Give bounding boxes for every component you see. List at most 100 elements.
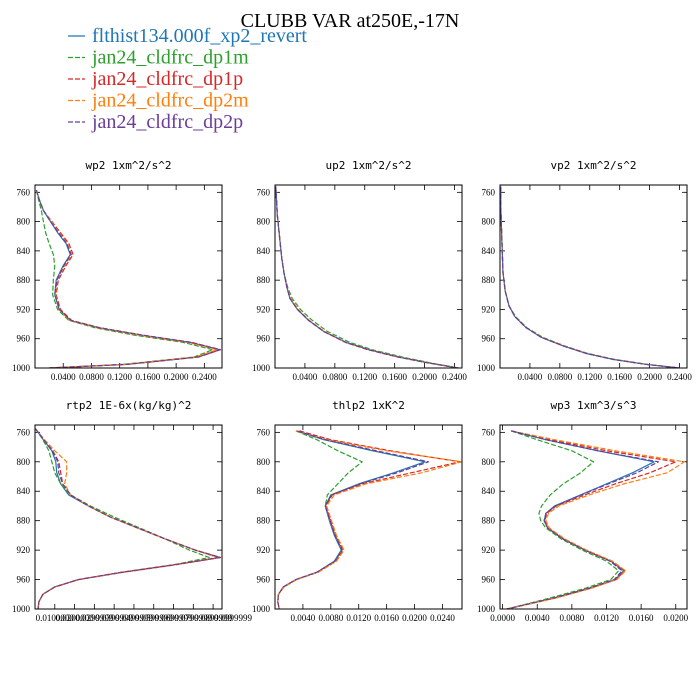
y-tick-label: 920 bbox=[257, 304, 271, 314]
series-line bbox=[35, 189, 214, 368]
panel-4: rtp2 1E-6x(kg/kg)^2 760 800 840 880 920 960 100… bbox=[12, 399, 253, 623]
x-tick-label: 0.2000 bbox=[637, 372, 662, 382]
x-tick-label: 0.1600 bbox=[382, 372, 407, 382]
y-tick-label: 960 bbox=[257, 334, 271, 344]
y-tick-label: 760 bbox=[257, 187, 271, 197]
x-tick-label: 0.0040 bbox=[525, 613, 550, 623]
plot-frame bbox=[499, 424, 688, 610]
x-tick-label: 0.1200 bbox=[107, 372, 132, 382]
panels: wp2 1xm^2/s^2 760 800 840 880 920 960 1000 0.040… bbox=[12, 159, 692, 623]
legend-entry: jan24_cldfrc_dp1p bbox=[68, 68, 243, 90]
legend-entry: jan24_cldfrc_dp2p bbox=[68, 111, 243, 133]
y-tick-label: 920 bbox=[17, 304, 31, 314]
x-tick-label: 0.0040 bbox=[291, 613, 316, 623]
y-tick-label: 760 bbox=[17, 427, 31, 437]
series-line bbox=[275, 186, 459, 368]
series-line bbox=[35, 189, 221, 368]
x-tick-label: 0.2000 bbox=[412, 372, 437, 382]
y-tick-label: 920 bbox=[17, 545, 31, 555]
x-tick-label: 0.0100000 bbox=[36, 613, 75, 623]
series-line bbox=[35, 428, 222, 609]
y-tick-label: 760 bbox=[482, 427, 496, 437]
series-line bbox=[277, 430, 461, 609]
panel-1: wp2 1xm^2/s^2 760 800 840 880 920 960 1000 0.040… bbox=[12, 159, 223, 382]
series-line bbox=[35, 189, 218, 368]
series-line bbox=[35, 189, 222, 368]
y-tick-label: 880 bbox=[482, 516, 496, 526]
x-tick-label: 0.0299999 bbox=[75, 613, 114, 623]
x-tick-label: 0.0400 bbox=[51, 372, 76, 382]
figure-title: CLUBB VAR at250E,-17N bbox=[241, 10, 460, 32]
series-line bbox=[506, 430, 686, 609]
x-tick-label: 0.0800 bbox=[322, 372, 347, 382]
series-group bbox=[506, 430, 686, 609]
plot-frame bbox=[34, 424, 223, 610]
y-tick-label: 800 bbox=[17, 457, 31, 467]
x-tick-label: 0.2000 bbox=[164, 372, 189, 382]
y-tick-label: 800 bbox=[17, 217, 31, 227]
plot-frame bbox=[274, 184, 463, 369]
panel-title: wp3 1xm^3/s^3 bbox=[550, 399, 636, 412]
y-tick-label: 840 bbox=[482, 246, 496, 256]
series-line bbox=[500, 186, 680, 368]
y-tick-label: 840 bbox=[17, 486, 31, 496]
series-line bbox=[35, 428, 221, 609]
x-tick-label: 0.0799999 bbox=[174, 613, 213, 623]
series-line bbox=[506, 430, 660, 609]
series-line bbox=[277, 430, 426, 609]
x-tick-label: 0.2400 bbox=[667, 372, 692, 382]
x-tick-label: 0.0899999 bbox=[194, 613, 233, 623]
y-tick-label: 880 bbox=[257, 516, 271, 526]
x-tick-label: 0.0080 bbox=[559, 613, 584, 623]
y-tick-label: 1000 bbox=[12, 604, 31, 614]
y-tick-label: 1000 bbox=[477, 604, 496, 614]
panel-2: up2 1xm^2/s^2 760 800 840 880 920 960 1000 0.040… bbox=[252, 159, 467, 382]
series-line bbox=[35, 189, 221, 368]
y-tick-label: 960 bbox=[17, 575, 31, 585]
y-tick-label: 960 bbox=[482, 575, 496, 585]
legend-label: flthist134.000f_xp2_revert bbox=[92, 25, 307, 47]
panel-title: vp2 1xm^2/s^2 bbox=[550, 159, 636, 172]
panel-3: vp2 1xm^2/s^2 760 800 840 880 920 960 1000 0.040… bbox=[477, 159, 692, 382]
x-tick-label: 0.0160 bbox=[374, 613, 399, 623]
x-tick-label: 0.0400 bbox=[518, 372, 543, 382]
x-tick-label: 0.0400 bbox=[293, 372, 318, 382]
series-line bbox=[277, 430, 462, 609]
series-line bbox=[35, 428, 218, 609]
y-tick-label: 1000 bbox=[252, 604, 271, 614]
x-tick-label: 0.0800 bbox=[79, 372, 104, 382]
x-tick-label: 0.0200 bbox=[663, 613, 688, 623]
panel-6: wp3 1xm^3/s^3 760 800 840 880 920 960 10000.000… bbox=[477, 399, 689, 623]
x-tick-label: 0.0200 bbox=[402, 613, 427, 623]
x-tick-label: 0.1600 bbox=[607, 372, 632, 382]
y-tick-label: 1000 bbox=[252, 363, 271, 373]
series-line bbox=[35, 428, 210, 609]
series-line bbox=[275, 186, 459, 368]
x-tick-label: 0.0120 bbox=[594, 613, 619, 623]
panel-title: up2 1xm^2/s^2 bbox=[325, 159, 411, 172]
x-tick-label: 0.0200000 bbox=[55, 613, 94, 623]
series-line bbox=[500, 186, 680, 368]
y-tick-label: 760 bbox=[482, 187, 496, 197]
series-line bbox=[500, 186, 680, 368]
y-tick-label: 840 bbox=[482, 486, 496, 496]
legend-label: jan24_cldfrc_dp2p bbox=[91, 111, 243, 133]
y-tick-label: 880 bbox=[482, 275, 496, 285]
x-tick-label: 0.0499999 bbox=[115, 613, 154, 623]
x-tick-label: 0.0240 bbox=[430, 613, 455, 623]
y-tick-label: 760 bbox=[17, 187, 31, 197]
y-tick-label: 960 bbox=[257, 575, 271, 585]
x-tick-label: 0.2400 bbox=[442, 372, 467, 382]
series-line bbox=[506, 430, 677, 609]
panel-title: rtp2 1E-6x(kg/kg)^2 bbox=[66, 399, 192, 412]
x-tick-label: 0.1200 bbox=[577, 372, 602, 382]
legend-label: jan24_cldfrc_dp1p bbox=[91, 68, 243, 90]
y-tick-label: 800 bbox=[482, 457, 496, 467]
legend-entry: flthist134.000f_xp2_revert bbox=[68, 25, 307, 47]
panel-title: thlp2 1xK^2 bbox=[332, 399, 405, 412]
y-tick-label: 960 bbox=[482, 334, 496, 344]
x-tick-label: 0.1600 bbox=[136, 372, 161, 382]
x-tick-label: 0.0399999 bbox=[95, 613, 134, 623]
